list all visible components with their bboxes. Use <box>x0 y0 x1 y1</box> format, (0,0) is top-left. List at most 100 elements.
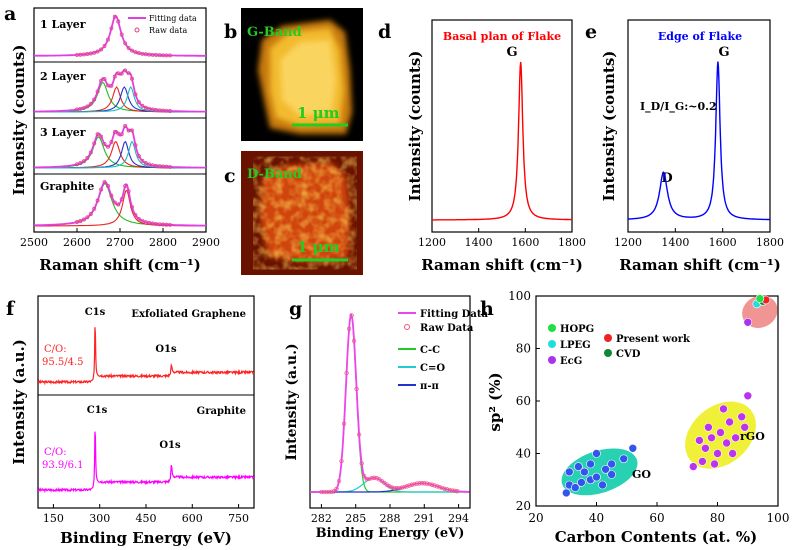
panel-g-legend-fit-label: Fitting Data <box>420 309 488 320</box>
panel-g-y-axis-label: Intensity (a.u.) <box>284 343 300 460</box>
panel-h-x-tick-label: 60 <box>649 511 664 525</box>
panel-a-raw-point <box>136 100 141 105</box>
panel-g-raw-point <box>434 484 440 489</box>
panel-b-scale-label: 1 μm <box>297 104 340 122</box>
panel-h-legend-label: Present work <box>616 334 691 345</box>
panel-a-raw-point <box>136 154 141 159</box>
panel-a-component-line <box>34 141 206 169</box>
panel-c-scale-label: 1 μm <box>297 238 340 256</box>
panel-g-legend-pipi-label: π-π <box>420 381 439 392</box>
panel-a-raw-point <box>102 180 107 185</box>
panel-a-raw-point <box>92 50 97 55</box>
panel-h-group-label-go: GO <box>632 468 651 481</box>
panel-g-raw-point <box>417 481 422 486</box>
panel-g-raw-point <box>362 473 367 479</box>
panel-h-y-tick-label: 60 <box>516 394 531 408</box>
panel-a-trace-label-3: 3 Layer <box>40 126 86 139</box>
panel-h-y-axis-label: sp² (%) <box>486 372 504 431</box>
panel-e-x-tick-label: 1600 <box>709 236 737 249</box>
panel-a-raw-point <box>99 78 104 83</box>
panel-a-legend-fit-label: Fitting data <box>149 14 197 23</box>
panel-d-x-tick-label: 1200 <box>418 236 446 249</box>
panel-d-peak-label-g: G <box>506 45 517 60</box>
panel-a-raw-point <box>85 215 90 220</box>
panel-a-raw-point <box>99 47 104 52</box>
panel-h-scatter-point <box>743 391 753 401</box>
panel-g-x-ticks: 282 285 288 291 294 <box>311 504 469 525</box>
panel-a-raw-point <box>123 124 128 128</box>
panel-a-raw-point <box>123 184 128 188</box>
panel-h-scatter-point <box>570 483 580 492</box>
panel-f-peak-o1s-2: O1s <box>159 440 181 451</box>
panel-a-x-tick-label: 2600 <box>63 236 91 249</box>
panel-h-legend-label: EcG <box>560 356 582 367</box>
panel-a-raw-point <box>123 41 128 46</box>
panel-g-raw-point <box>392 485 397 491</box>
panel-f-x-tick-label: 750 <box>228 512 249 525</box>
panel-g-raw-point <box>419 481 425 486</box>
panel-h-scatter-point <box>564 467 574 477</box>
panel-label-a: a <box>4 3 16 25</box>
panel-g-raw-point <box>387 484 392 489</box>
panel-g-raw-point <box>334 486 339 492</box>
panel-g-raw-point <box>374 476 379 481</box>
panel-f-x-tick-label: 300 <box>89 512 110 525</box>
panel-a-raw-point <box>119 32 124 37</box>
panel-h-scatter-point <box>688 462 698 471</box>
panel-g-raw-point <box>437 485 442 490</box>
panel-h-scatter-point <box>701 443 710 453</box>
panel-a-raw-point <box>136 51 141 56</box>
panel-g-raw-point <box>427 481 432 487</box>
panel-a-raw-point <box>119 132 124 137</box>
panel-a-x-tick-label: 2700 <box>106 236 134 249</box>
panel-a-raw-point <box>130 76 134 81</box>
panel-h-x-tick-label: 20 <box>528 511 543 525</box>
panel-a-curves <box>33 14 207 227</box>
panel-f-y-axis-label: Intensity (a.u.) <box>10 339 28 465</box>
panel-e-peak-label-d: D <box>661 171 672 186</box>
panel-e-peak-label-g: G <box>718 45 729 60</box>
panel-a-raw-point <box>85 156 90 160</box>
panel-label-d: d <box>378 21 391 43</box>
panel-g-raw-point <box>364 477 369 482</box>
panel-f-x-ticks: 150 300 450 600 750 <box>43 504 249 525</box>
panel-h-scatter-point <box>586 459 595 469</box>
panel-e-frame <box>627 19 771 233</box>
panel-e-id-ig-annotation: I_D/I_G:~0.2 <box>640 100 717 114</box>
panel-a-x-tick-label: 2800 <box>149 236 177 249</box>
panel-a-raw-point <box>147 106 152 111</box>
panel-a-raw-point <box>81 159 86 164</box>
panel-a-raw-point <box>102 77 107 82</box>
panel-f-peak-o1s-1: O1s <box>155 344 177 355</box>
panel-h-scatter-point <box>628 443 638 453</box>
panel-a-raw-point <box>133 213 138 218</box>
panel-h-scatter-point <box>607 470 616 479</box>
panel-g-x-axis-label: Binding Energy (eV) <box>316 526 465 541</box>
panel-a-raw-point <box>99 187 104 192</box>
panel-a-raw-point <box>143 220 148 225</box>
panel-a-raw-point <box>106 144 110 149</box>
panel-h-scatter-point <box>725 417 734 427</box>
panel-a-raw-point <box>78 219 83 223</box>
panel-a-raw-point <box>126 189 131 194</box>
panel-e-x-tick-label: 1400 <box>661 236 689 249</box>
panel-d-title: Basal plan of Flake <box>443 30 561 43</box>
panel-g-raw-point <box>432 483 437 488</box>
panel-f-trace-name-2: Graphite <box>197 406 246 417</box>
panel-label-h: h <box>480 298 494 320</box>
panel-g-raw-point <box>369 475 374 481</box>
panel-a-raw-point <box>133 143 138 148</box>
panel-d-y-axis-label: Intensity (counts) <box>406 51 424 202</box>
panel-a-raw-point <box>133 92 138 97</box>
panel-h-scatter-point <box>704 422 713 432</box>
panel-a-trace-label-4: Graphite <box>40 180 94 193</box>
panel-h-legend-label: LPEG <box>560 340 591 351</box>
panel-a-raw-point <box>147 221 152 225</box>
panel-a-raw-point <box>167 164 172 169</box>
panel-h-legend-marker <box>548 324 556 332</box>
panel-a-raw-point <box>130 205 134 210</box>
panel-f-exfoliated-graphene-line <box>37 327 255 386</box>
panel-g-raw-point <box>404 484 410 489</box>
panel-h-ticks: 20 40 60 80 100 20 40 60 80 100 <box>508 289 789 525</box>
panel-h-scatter-point <box>707 433 716 443</box>
